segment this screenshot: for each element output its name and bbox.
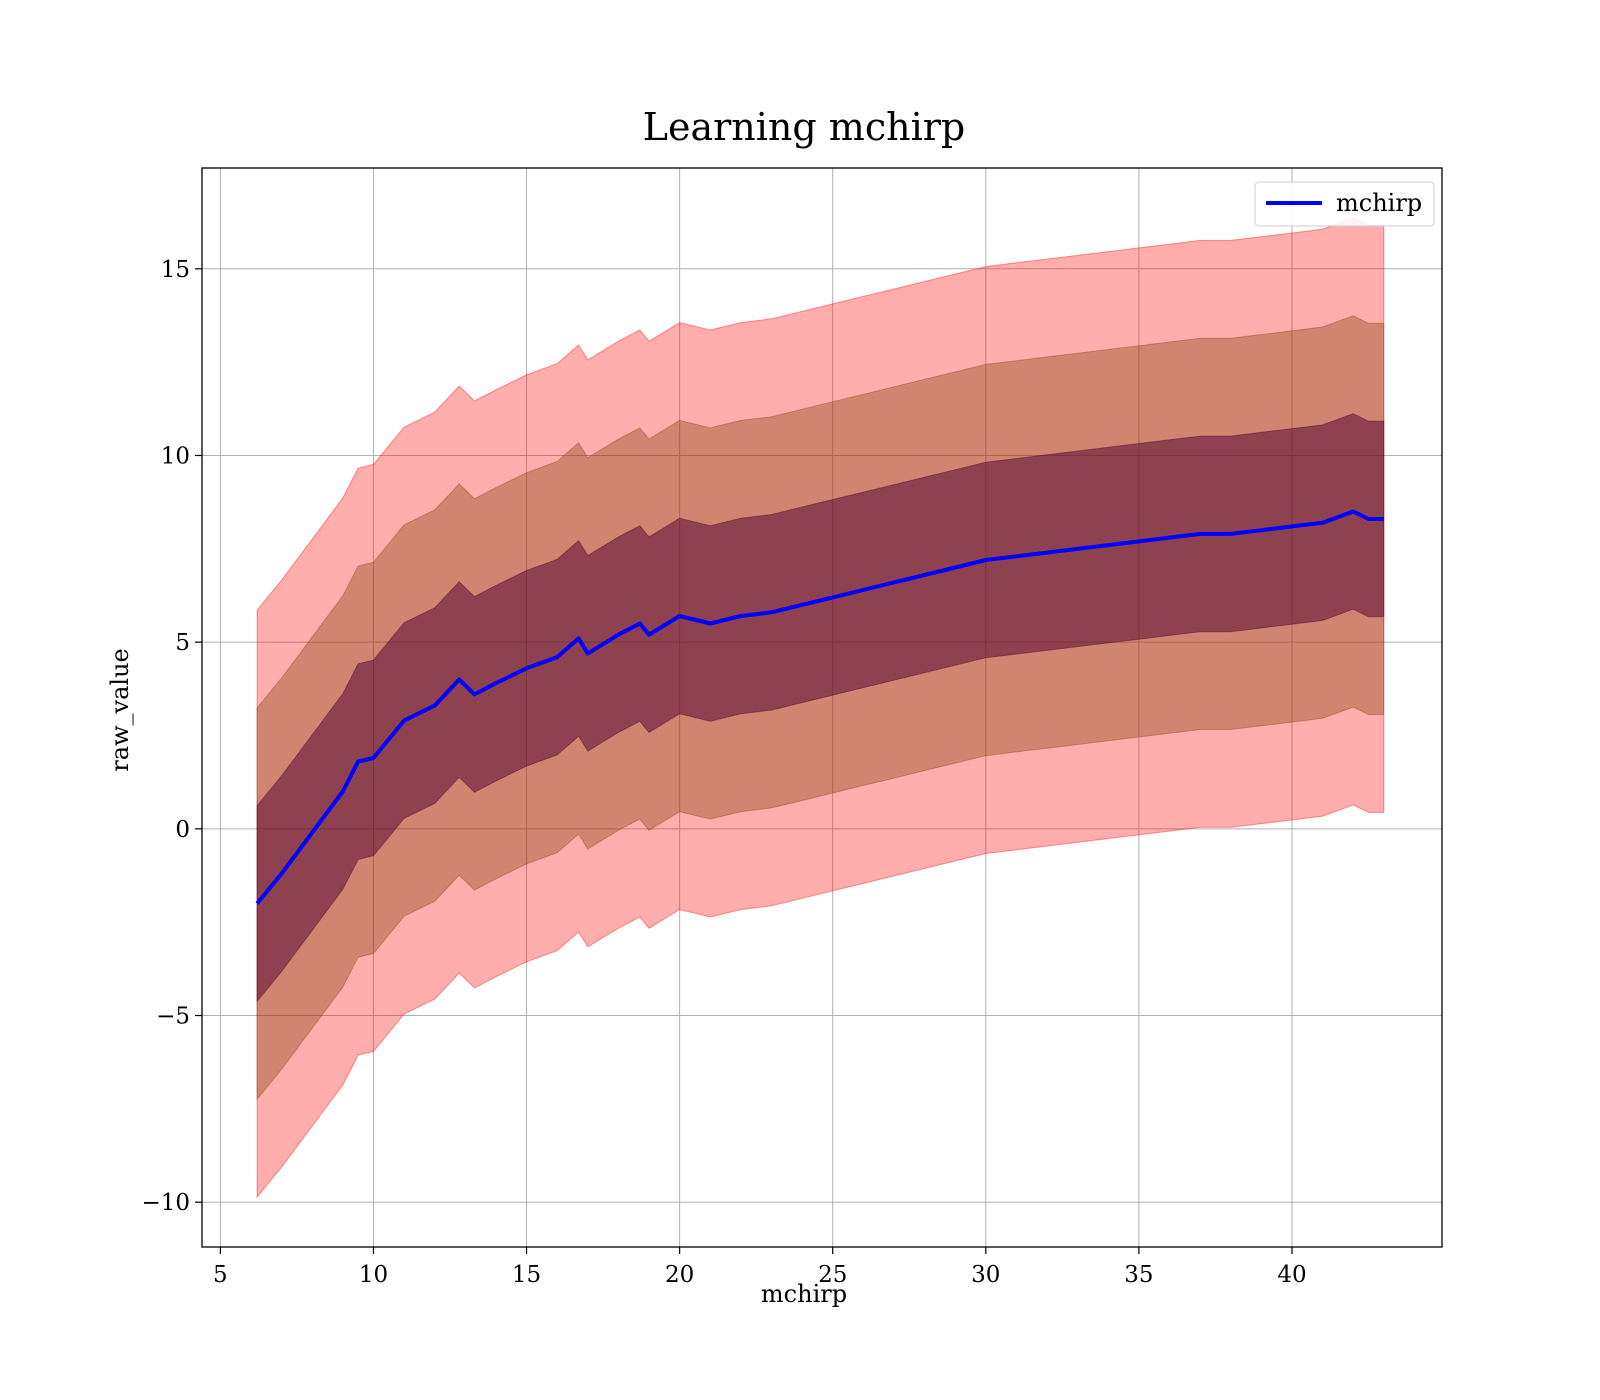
legend-label-mchirp: mchirp	[1336, 189, 1422, 217]
x-tick-label: 35	[1124, 1262, 1153, 1288]
x-tick-label: 10	[359, 1262, 388, 1288]
band-1-sigma	[256, 413, 1385, 1003]
x-tick-label: 30	[971, 1262, 1000, 1288]
chart-title: Learning mchirp	[643, 105, 965, 149]
axis-ticks: 5 10 15 20 25 30 35 40 −10 −5 0 5 10 15	[141, 257, 1306, 1288]
x-tick-label: 25	[818, 1262, 847, 1288]
uncertainty-bands	[256, 217, 1385, 1199]
plot-area-frame	[201, 167, 1443, 1248]
legend: mchirp	[1254, 181, 1435, 227]
x-tick-label: 5	[213, 1262, 228, 1288]
x-axis-label: mchirp	[761, 1280, 847, 1308]
y-axis-label: raw_value	[106, 648, 134, 772]
y-tick-label: −5	[156, 1004, 190, 1030]
x-tick-label: 40	[1277, 1262, 1306, 1288]
y-tick-label: −10	[141, 1190, 190, 1216]
y-tick-label: 10	[161, 443, 190, 469]
y-tick-label: 5	[175, 630, 190, 656]
x-tick-label: 20	[665, 1262, 694, 1288]
series-line-mchirp	[255, 509, 1384, 905]
y-tick-label: 15	[161, 257, 190, 283]
series-lines	[255, 509, 1384, 905]
legend-box	[1254, 181, 1435, 227]
y-tick-label: 0	[175, 817, 190, 843]
x-tick-label: 15	[512, 1262, 541, 1288]
